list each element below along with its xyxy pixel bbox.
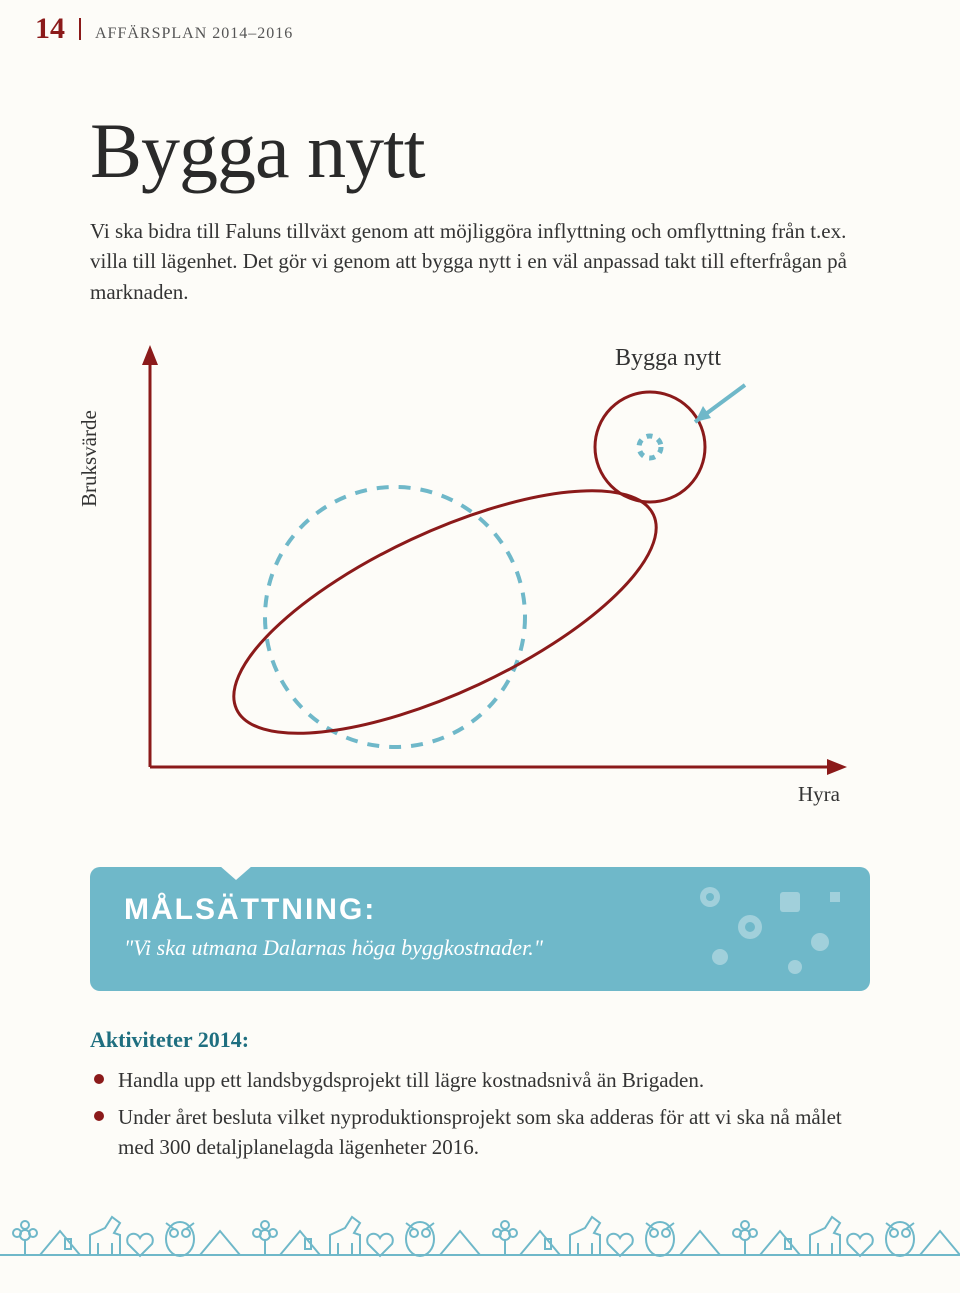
goal-decorative-pattern (680, 872, 860, 991)
activity-item: Under året besluta vilket nyproduktionsp… (90, 1102, 870, 1163)
page-header: 14 AFFÄRSPLAN 2014–2016 (0, 0, 960, 46)
activities-list: Handla upp ett landsbygdsprojekt till lä… (90, 1065, 870, 1162)
y-axis-label: Bruksvärde (77, 411, 102, 508)
chart-svg (95, 337, 865, 837)
header-divider (79, 18, 81, 40)
activity-item: Handla upp ett landsbygdsprojekt till lä… (90, 1065, 870, 1095)
x-axis-label: Hyra (798, 782, 840, 807)
chart-annotation: Bygga nytt (615, 345, 721, 372)
document-title: AFFÄRSPLAN 2014–2016 (95, 25, 293, 43)
intro-paragraph: Vi ska bidra till Faluns tillväxt genom … (90, 216, 870, 307)
footer-decoration (0, 1183, 960, 1273)
activities-title: Aktiviteter 2014: (90, 1027, 870, 1053)
page-number: 14 (35, 12, 65, 46)
goal-notch-icon (220, 867, 252, 880)
goal-box: MÅLSÄTTNING: "Vi ska utmana Dalarnas hög… (90, 867, 870, 991)
page-content: Bygga nytt Vi ska bidra till Faluns till… (0, 46, 960, 1163)
page-title: Bygga nytt (90, 106, 870, 196)
activities-section: Aktiviteter 2014: Handla upp ett landsby… (90, 1027, 870, 1162)
concept-chart: Bruksvärde Bygga nytt Hyra (95, 337, 865, 837)
